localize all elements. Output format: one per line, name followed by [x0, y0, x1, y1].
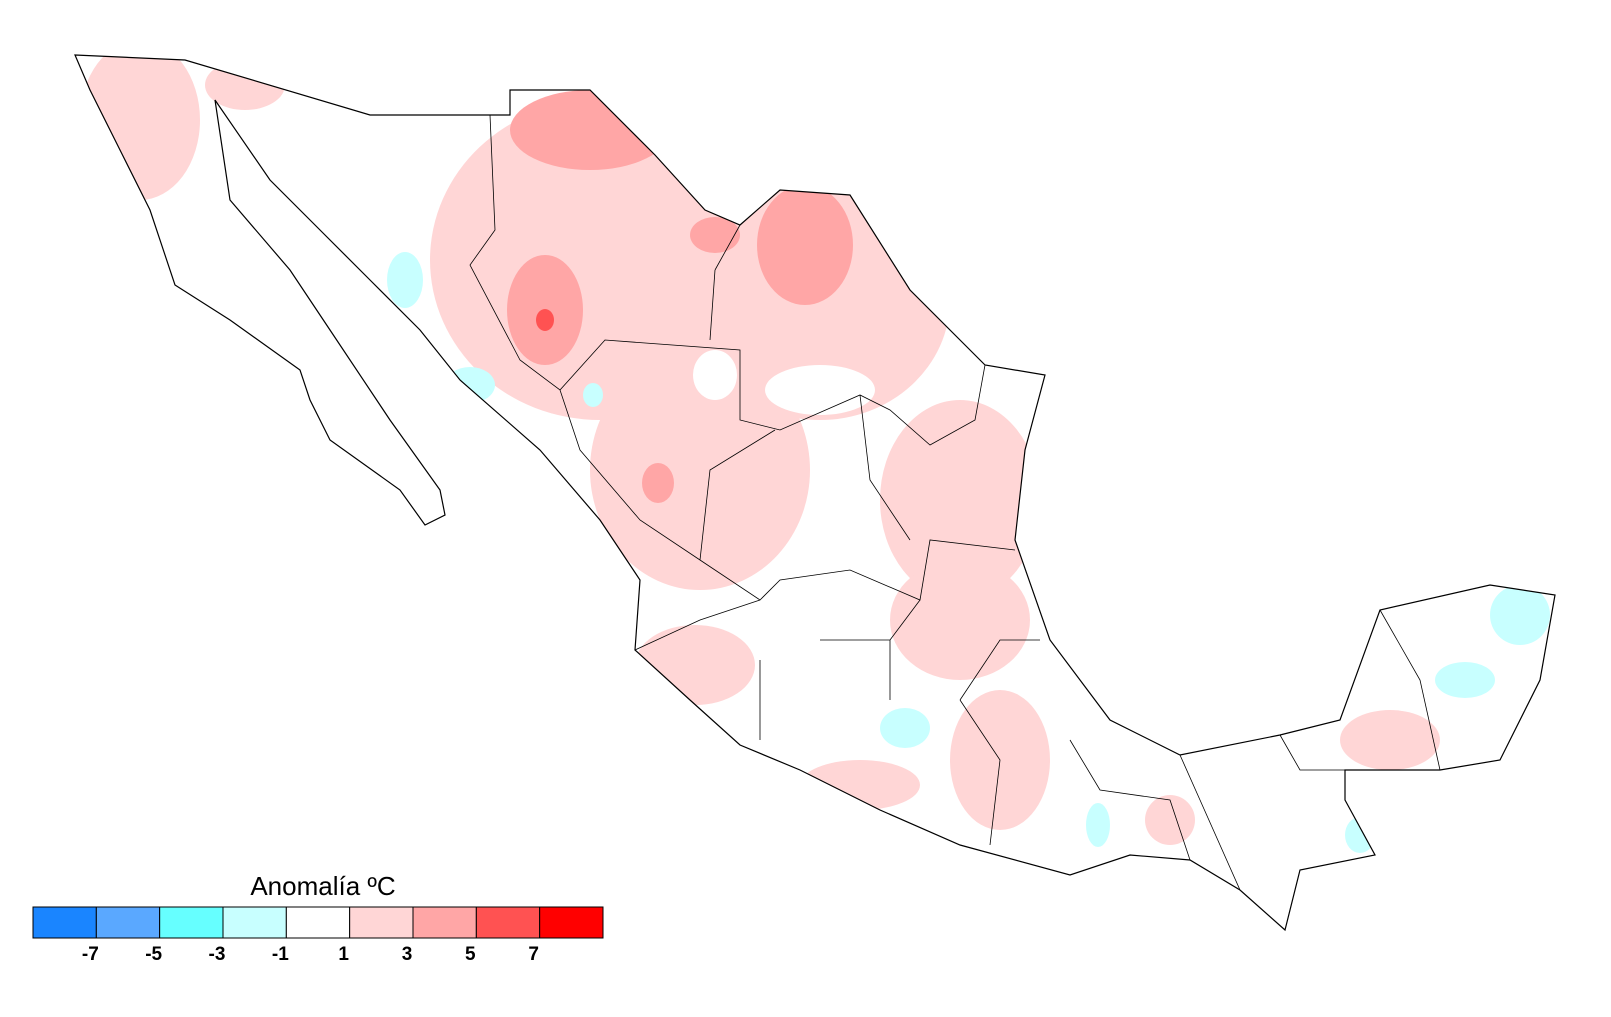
legend-title: Anomalía ºC [250, 871, 395, 901]
legend-tick-label: -5 [145, 944, 162, 965]
legend-swatch [349, 906, 414, 939]
legend-swatch [95, 906, 161, 939]
legend-tick-label: -1 [272, 944, 289, 965]
legend-tick-label: -3 [209, 944, 226, 965]
legend-tick-label: 1 [338, 944, 349, 965]
legend-tick-label: 3 [402, 944, 413, 965]
legend-swatch [285, 906, 351, 939]
legend-swatch [475, 906, 541, 939]
legend-swatch [412, 906, 477, 939]
legend-swatch [159, 906, 224, 939]
state-borders [469, 114, 1441, 891]
legend-swatch [222, 906, 287, 939]
legend-tick-label: -7 [82, 944, 99, 965]
legend-tick-label: 5 [465, 944, 476, 965]
legend: Anomalía ºC -7 -5 -3 -1 1 3 5 7 [32, 871, 604, 965]
legend-swatch [539, 906, 604, 939]
legend-swatch [32, 906, 97, 939]
legend-tick-label: 7 [528, 944, 539, 965]
